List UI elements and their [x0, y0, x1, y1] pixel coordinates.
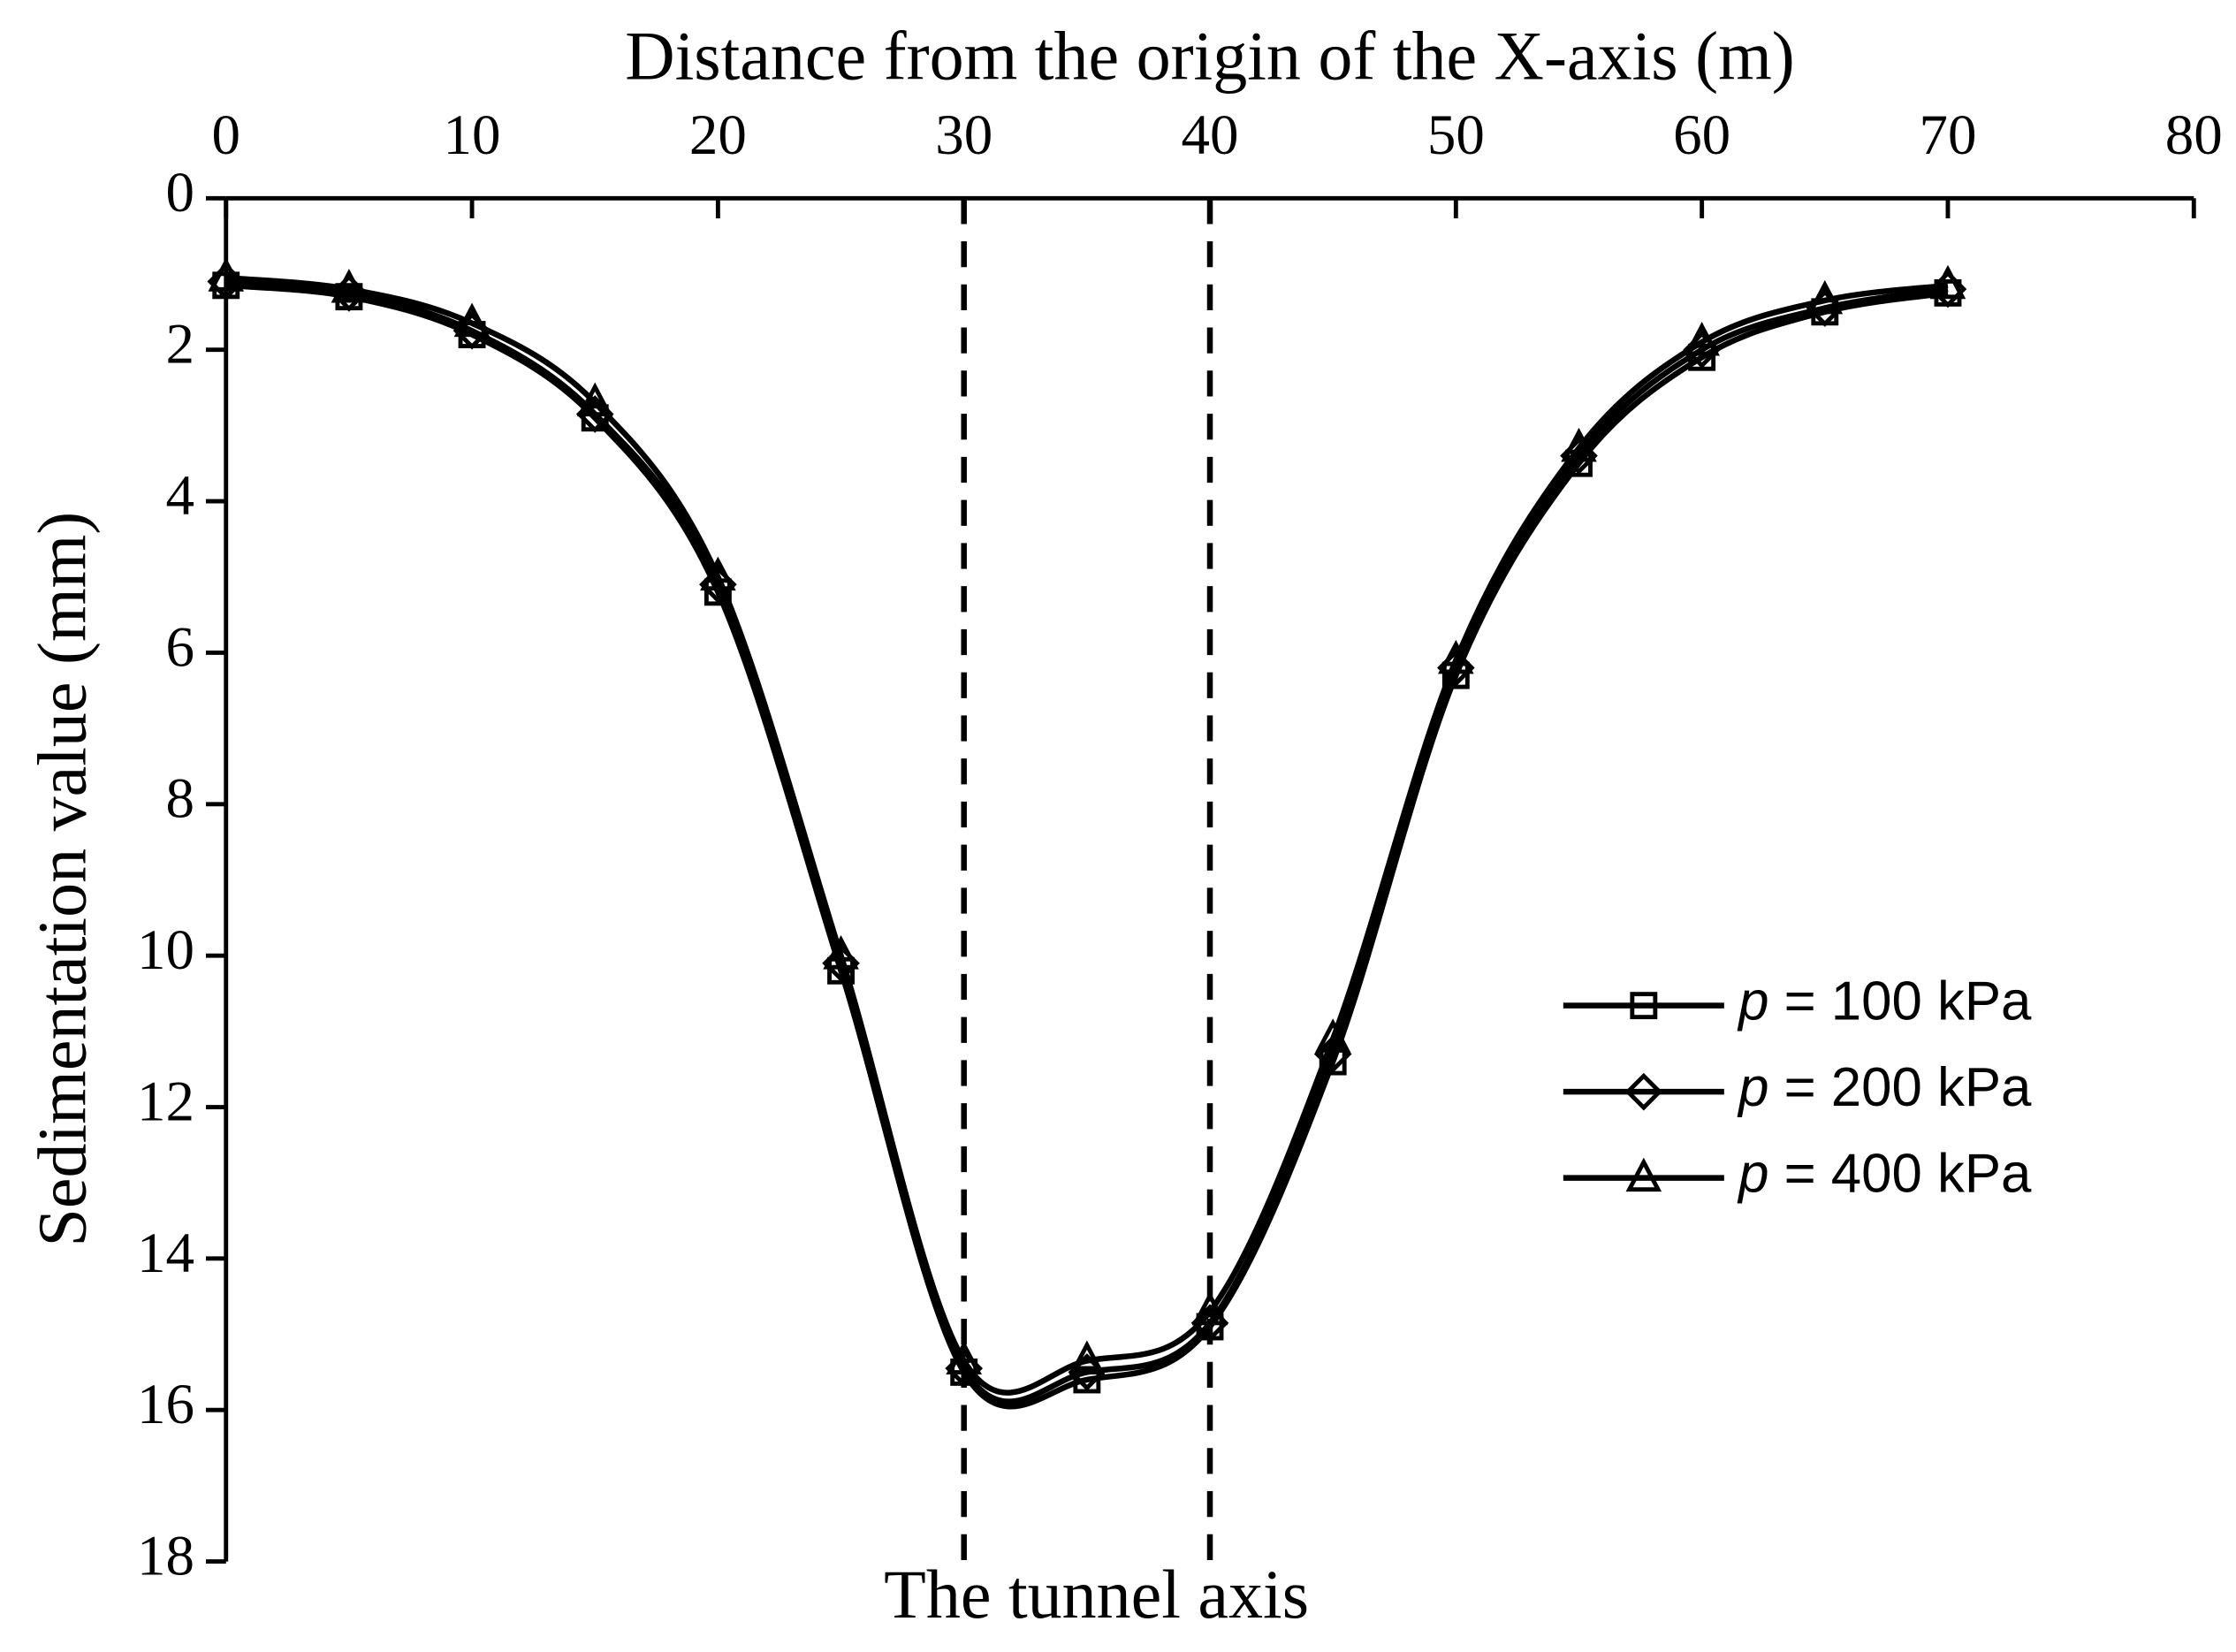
marker	[1314, 1018, 1351, 1053]
marker	[1929, 264, 1966, 300]
y-tick-label: 4	[165, 464, 194, 528]
marker	[946, 1340, 982, 1374]
x-tick-label: 30	[935, 103, 993, 167]
x-tick-label: 60	[1673, 103, 1730, 167]
marker	[1438, 639, 1474, 674]
x-tick-label: 70	[1919, 103, 1976, 167]
marker	[1191, 1290, 1228, 1326]
series-line	[225, 278, 1949, 1405]
y-tick-label: 14	[137, 1222, 194, 1285]
legend-label: p = 400 kPa	[1737, 1144, 2032, 1205]
x-tick-label: 0	[211, 103, 240, 167]
marker	[1073, 1366, 1101, 1394]
y-tick-label: 2	[165, 313, 194, 377]
y-tick-label: 16	[137, 1373, 194, 1436]
x-tick-label: 10	[444, 103, 501, 167]
marker	[453, 302, 491, 338]
annotation: The tunnel axis	[884, 1556, 1309, 1633]
marker	[1561, 427, 1597, 462]
series-line	[225, 275, 1949, 1396]
x-tick-label: 40	[1182, 103, 1239, 167]
legend-label: p = 200 kPa	[1737, 1057, 2032, 1118]
marker	[208, 257, 245, 292]
marker	[331, 268, 368, 303]
y-tick-label: 8	[165, 767, 194, 831]
y-tick-label: 18	[137, 1525, 194, 1588]
marker	[823, 935, 859, 970]
marker	[1806, 279, 1844, 315]
y-tick-label: 12	[137, 1070, 194, 1133]
x-tick-label: 50	[1427, 103, 1485, 167]
marker	[1684, 321, 1720, 356]
marker	[576, 382, 613, 417]
x-tick-label: 80	[2165, 103, 2223, 167]
x-tick-label: 20	[689, 103, 747, 167]
y-tick-label: 6	[165, 615, 194, 679]
y-axis-title: Sedimentation value (mm)	[23, 512, 100, 1247]
y-tick-label: 0	[165, 161, 194, 225]
legend-marker	[1625, 1157, 1662, 1192]
marker	[700, 556, 736, 591]
legend-marker	[1630, 992, 1658, 1020]
marker	[1069, 1340, 1106, 1374]
x-axis-title: Distance from the origin of the X-axis (…	[625, 17, 1794, 94]
legend-label: p = 100 kPa	[1737, 971, 2032, 1032]
legend-marker	[1624, 1072, 1663, 1111]
y-tick-label: 10	[137, 918, 194, 982]
series-line	[225, 282, 1949, 1410]
